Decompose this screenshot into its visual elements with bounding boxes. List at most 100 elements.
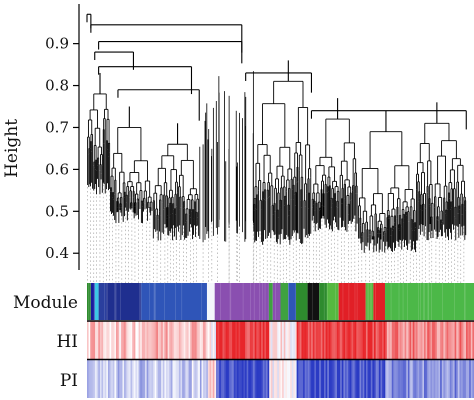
heat-cell — [90, 360, 93, 398]
heat-cell — [357, 321, 360, 359]
heat-cell — [282, 360, 285, 398]
heat-cell — [453, 360, 456, 398]
heat-cell — [295, 360, 298, 398]
heat-cell — [341, 360, 344, 398]
heat-cell — [178, 321, 181, 359]
heat-cell — [106, 360, 109, 398]
heat-cell — [385, 321, 388, 359]
heat-cell — [286, 360, 289, 398]
heat-cell — [186, 360, 189, 398]
module-color-segment — [280, 283, 289, 320]
heat-cell — [411, 321, 414, 359]
heat-cell — [412, 360, 415, 398]
heat-cell — [180, 360, 183, 398]
heat-cell — [166, 360, 169, 398]
heat-cell — [225, 321, 228, 359]
heat-cell — [207, 321, 210, 359]
module-color-segment — [141, 283, 207, 320]
heat-cell — [182, 360, 185, 398]
heat-cell — [364, 321, 367, 359]
heat-cell — [448, 360, 451, 398]
heat-cell — [224, 360, 227, 398]
heat-cell — [286, 321, 289, 359]
heat-cell — [335, 360, 338, 398]
heat-cell — [240, 321, 243, 359]
heat-cell — [204, 360, 207, 398]
heat-cell — [357, 360, 360, 398]
heat-cell — [154, 321, 157, 359]
heat-cell — [190, 360, 193, 398]
heat-row-hi — [87, 321, 474, 359]
heat-cell — [396, 321, 399, 359]
heat-cell — [143, 321, 146, 359]
module-color-segment — [106, 283, 142, 320]
heat-cell — [301, 360, 304, 398]
heat-cell — [409, 321, 412, 359]
heat-cell — [146, 321, 149, 359]
module-color-segment — [87, 283, 91, 320]
heat-cell — [149, 321, 152, 359]
heat-cell — [257, 321, 260, 359]
module-color-segment — [338, 283, 366, 320]
heat-cell — [449, 321, 452, 359]
heat-cell — [88, 360, 91, 398]
heat-cell — [374, 360, 377, 398]
heat-cell — [256, 321, 259, 359]
heat-cell — [99, 360, 102, 398]
heat-cell — [262, 321, 265, 359]
module-color-segment — [206, 283, 215, 320]
heat-cell — [103, 321, 106, 359]
heat-cell — [345, 321, 348, 359]
heat-cell — [428, 321, 431, 359]
heat-cell — [351, 321, 354, 359]
heat-cell — [104, 360, 107, 398]
heat-cell — [91, 321, 94, 359]
heat-cell — [93, 360, 96, 398]
heat-cell — [109, 360, 112, 398]
heat-cell — [307, 360, 310, 398]
heat-cell — [332, 360, 335, 398]
heat-cell — [119, 360, 122, 398]
heat-cell — [267, 360, 270, 398]
heat-cell — [90, 321, 93, 359]
heat-cell — [353, 321, 356, 359]
heat-cell — [322, 321, 325, 359]
heat-cell — [380, 360, 383, 398]
heat-cell — [106, 321, 109, 359]
heat-cell — [333, 360, 336, 398]
heat-cell — [369, 360, 372, 398]
heat-cell — [457, 321, 460, 359]
heat-cell — [464, 360, 467, 398]
module-color-segment — [90, 283, 95, 320]
heat-cell — [393, 321, 396, 359]
heat-cell — [267, 321, 270, 359]
heat-cell — [349, 321, 352, 359]
heat-cell — [241, 360, 244, 398]
heat-cell — [348, 321, 351, 359]
heat-cell — [338, 321, 341, 359]
heat-cell — [351, 360, 354, 398]
heat-cell — [156, 360, 159, 398]
heat-cell — [112, 360, 115, 398]
heat-cell — [177, 321, 180, 359]
heat-cell — [136, 321, 139, 359]
heat-cell — [130, 321, 133, 359]
heat-cell — [196, 360, 199, 398]
heat-cell — [216, 321, 219, 359]
heat-cell — [251, 321, 254, 359]
heat-cell — [235, 321, 238, 359]
heat-cell — [145, 321, 148, 359]
heat-cell — [185, 360, 188, 398]
heat-cell — [451, 360, 454, 398]
heat-cell — [162, 321, 165, 359]
heat-cell — [436, 360, 439, 398]
heat-cell — [430, 321, 433, 359]
heat-cell — [359, 321, 362, 359]
heat-cell — [191, 321, 194, 359]
heat-cell — [443, 321, 446, 359]
heat-cell — [211, 321, 214, 359]
heat-cell — [117, 360, 120, 398]
heat-cell — [236, 360, 239, 398]
heat-cell — [361, 321, 364, 359]
heat-cell — [319, 321, 322, 359]
